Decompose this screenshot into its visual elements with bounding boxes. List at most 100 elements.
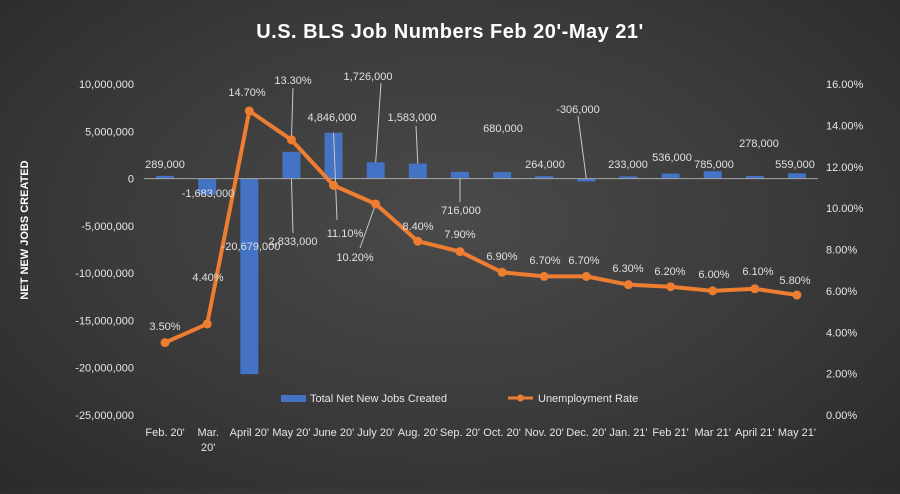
legend-line-marker [517, 395, 524, 402]
line-point [792, 291, 801, 300]
x-tick-label: 20' [201, 442, 215, 454]
line-data-label: 6.70% [529, 255, 560, 267]
line-data-label: 6.20% [654, 266, 685, 278]
line-point [371, 199, 380, 208]
line-point [708, 286, 717, 295]
line-data-label: 8.40% [402, 221, 433, 233]
bar-data-label: 785,000 [694, 159, 734, 171]
x-tick-label: July 20' [357, 427, 394, 439]
unemployment-line [165, 111, 797, 343]
left-tick-label: -25,000,000 [75, 410, 134, 422]
line-data-label: 3.50% [149, 321, 180, 333]
x-tick-label: Jan. 21' [609, 427, 647, 439]
line-data-label: 11.10% [327, 228, 364, 240]
x-tick-label: Sep. 20' [440, 427, 480, 439]
x-tick-label: April 21' [735, 427, 774, 439]
line-point [455, 247, 464, 256]
line-point [540, 272, 549, 281]
legend-bar-label: Total Net New Jobs Created [310, 393, 447, 405]
line-data-label: 6.90% [486, 251, 517, 263]
left-tick-label: 0 [128, 174, 134, 186]
line-point [203, 319, 212, 328]
bar-data-label: 680,000 [483, 123, 523, 135]
left-tick-label: -5,000,000 [81, 221, 134, 233]
left-tick-label: 10,000,000 [79, 79, 134, 91]
legend-line-label: Unemployment Rate [538, 393, 638, 405]
bar-data-label: -1,683,000 [182, 188, 235, 200]
line-point [666, 282, 675, 291]
line-data-label: 6.00% [698, 269, 729, 281]
x-tick-label: Feb 21' [652, 427, 688, 439]
x-tick-label: Nov. 20' [525, 427, 564, 439]
bar-data-label: 2,833,000 [269, 236, 318, 248]
x-tick-label: May 20' [272, 427, 310, 439]
left-tick-label: -15,000,000 [75, 315, 134, 327]
legend: Total Net New Jobs Created Unemployment … [281, 393, 638, 405]
x-tick-label: Aug. 20' [398, 427, 438, 439]
line-point [287, 135, 296, 144]
right-tick-label: 12.00% [826, 162, 864, 174]
line-data-label: 4.40% [192, 272, 223, 284]
right-tick-label: 2.00% [826, 369, 857, 381]
line-data-label: 6.70% [568, 255, 599, 267]
x-tick-label: Mar. [197, 427, 218, 439]
x-axis-ticks: Feb. 20'Mar.20'April 20'May 20'June 20'J… [145, 427, 816, 454]
bar [282, 152, 300, 179]
bar-data-label: -306,000 [556, 104, 599, 116]
left-tick-label: -20,000,000 [75, 363, 134, 375]
bar [788, 173, 806, 178]
x-tick-label: June 20' [313, 427, 354, 439]
line-point [329, 181, 338, 190]
bar-data-label: 559,000 [775, 159, 815, 171]
right-tick-label: 10.00% [826, 203, 864, 215]
x-tick-label: Oct. 20' [483, 427, 521, 439]
bar [367, 162, 385, 178]
right-tick-label: 0.00% [826, 410, 857, 422]
x-tick-label: Dec. 20' [566, 427, 606, 439]
line-data-label: 6.10% [742, 266, 773, 278]
chart-title: U.S. BLS Job Numbers Feb 20'-May 21' [256, 21, 644, 43]
y-axis-title: NET NEW JOBS CREATED [19, 160, 31, 299]
bar [493, 172, 511, 178]
leader-line [360, 204, 376, 248]
right-tick-label: 14.00% [826, 120, 864, 132]
bar-data-label: 264,000 [525, 159, 565, 171]
right-tick-label: 6.00% [826, 286, 857, 298]
line-data-label: 6.30% [612, 263, 643, 275]
bar [451, 172, 469, 179]
line-point [624, 280, 633, 289]
line-data-label: 7.90% [444, 229, 475, 241]
line-point [413, 237, 422, 246]
bar [240, 179, 258, 375]
line-data-label: 13.30% [274, 75, 312, 87]
right-tick-label: 4.00% [826, 327, 857, 339]
left-tick-label: 5,000,000 [85, 126, 134, 138]
right-axis-ticks: 16.00%14.00%12.00%10.00%8.00%6.00%4.00%2… [826, 79, 864, 422]
leader-line [291, 88, 293, 140]
x-tick-label: April 20' [230, 427, 269, 439]
line-point [498, 268, 507, 277]
left-axis-ticks: 10,000,000 5,000,000 0 -5,000,000 -10,000,00… [75, 79, 134, 422]
leader-line [578, 116, 586, 179]
line-point [750, 284, 759, 293]
bar-data-label: 4,846,000 [308, 112, 357, 124]
x-tick-label: May 21' [778, 427, 816, 439]
bar [409, 164, 427, 179]
leader-line [291, 179, 293, 233]
left-tick-label: -10,000,000 [75, 268, 134, 280]
bar [704, 171, 722, 178]
line-data-label: 5.80% [779, 275, 810, 287]
line-point [582, 272, 591, 281]
bar-data-label: 536,000 [652, 152, 692, 164]
line-data-label: 10.20% [336, 252, 374, 264]
line-point [161, 338, 170, 347]
bar-data-label: 289,000 [145, 159, 185, 171]
bar-data-label: 233,000 [608, 159, 648, 171]
line-data-label: 14.70% [228, 87, 266, 99]
x-tick-label: Mar 21' [695, 427, 731, 439]
x-tick-label: Feb. 20' [145, 427, 184, 439]
right-tick-label: 16.00% [826, 79, 864, 91]
bar-data-label: 716,000 [441, 205, 481, 217]
line-point [245, 106, 254, 115]
